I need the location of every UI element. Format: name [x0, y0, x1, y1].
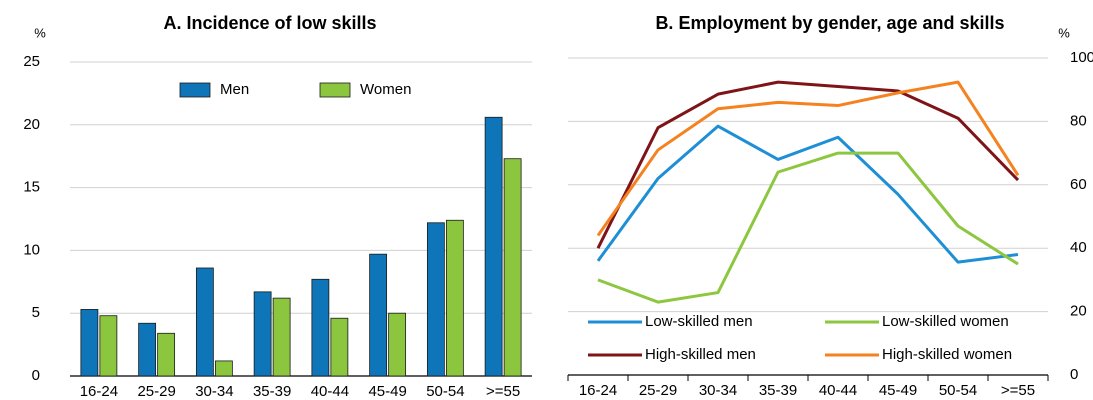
legend-label: Men [220, 81, 249, 98]
bar [138, 322, 157, 377]
line [596, 80, 1020, 249]
legend-label: Low-skilled men [645, 313, 753, 330]
x-tick-label: 16-24 [80, 383, 118, 400]
legend-label: Low-skilled women [882, 313, 1009, 330]
legend-label: High-skilled women [882, 346, 1012, 363]
bar [99, 315, 118, 377]
bar [253, 291, 272, 377]
x-tick-label: >=55 [1001, 382, 1035, 399]
y-tick-label: 20 [23, 116, 40, 133]
bar [484, 116, 503, 377]
y-tick-label: 0 [1070, 366, 1078, 383]
x-tick-label: 40-44 [311, 383, 349, 400]
y-tick-label: 100 [1070, 49, 1093, 66]
y-tick-label: 60 [1070, 176, 1087, 193]
bar [426, 222, 445, 377]
x-tick-label: 30-34 [195, 383, 233, 400]
x-tick-label: 50-54 [426, 383, 464, 400]
y-tick-label: 0 [32, 367, 40, 384]
x-tick-label: 35-39 [759, 382, 797, 399]
x-tick-label: 40-44 [819, 382, 857, 399]
x-tick-label: 25-29 [639, 382, 677, 399]
bar [503, 158, 522, 377]
x-tick-label: >=55 [486, 383, 520, 400]
bar [214, 360, 233, 377]
x-tick-label: 35-39 [253, 383, 291, 400]
y-tick-label: 40 [1070, 239, 1087, 256]
legend-label: High-skilled men [645, 346, 756, 363]
x-tick-label: 50-54 [939, 382, 977, 399]
x-tick-label: 30-34 [699, 382, 737, 399]
bar [195, 267, 214, 377]
legend-swatch [319, 82, 351, 98]
y-tick-label: 80 [1070, 112, 1087, 129]
x-tick-label: 16-24 [579, 382, 617, 399]
y-tick-label: 25 [23, 53, 40, 70]
x-tick-label: 45-49 [368, 383, 406, 400]
y-tick-label: 20 [1070, 303, 1087, 320]
bar [388, 312, 407, 377]
chart-title: A. Incidence of low skills [163, 13, 376, 33]
bar [157, 332, 176, 377]
legend-label: Women [360, 81, 411, 98]
bar [330, 317, 349, 377]
bar [311, 278, 330, 377]
line [596, 80, 1020, 237]
bar [445, 219, 464, 377]
bar [369, 253, 388, 377]
y-tick-label: 5 [32, 304, 40, 321]
bar [80, 309, 99, 377]
x-tick-label: 25-29 [137, 383, 175, 400]
line [596, 124, 1019, 264]
y-tick-label: 15 [23, 179, 40, 196]
y-unit: % [34, 25, 46, 40]
bar [272, 297, 291, 377]
chart-title: B. Employment by gender, age and skills [655, 13, 1004, 33]
x-tick-label: 45-49 [879, 382, 917, 399]
line [597, 151, 1019, 304]
y-unit: % [1058, 25, 1070, 40]
legend-swatch [179, 82, 211, 98]
y-tick-label: 10 [23, 241, 40, 258]
